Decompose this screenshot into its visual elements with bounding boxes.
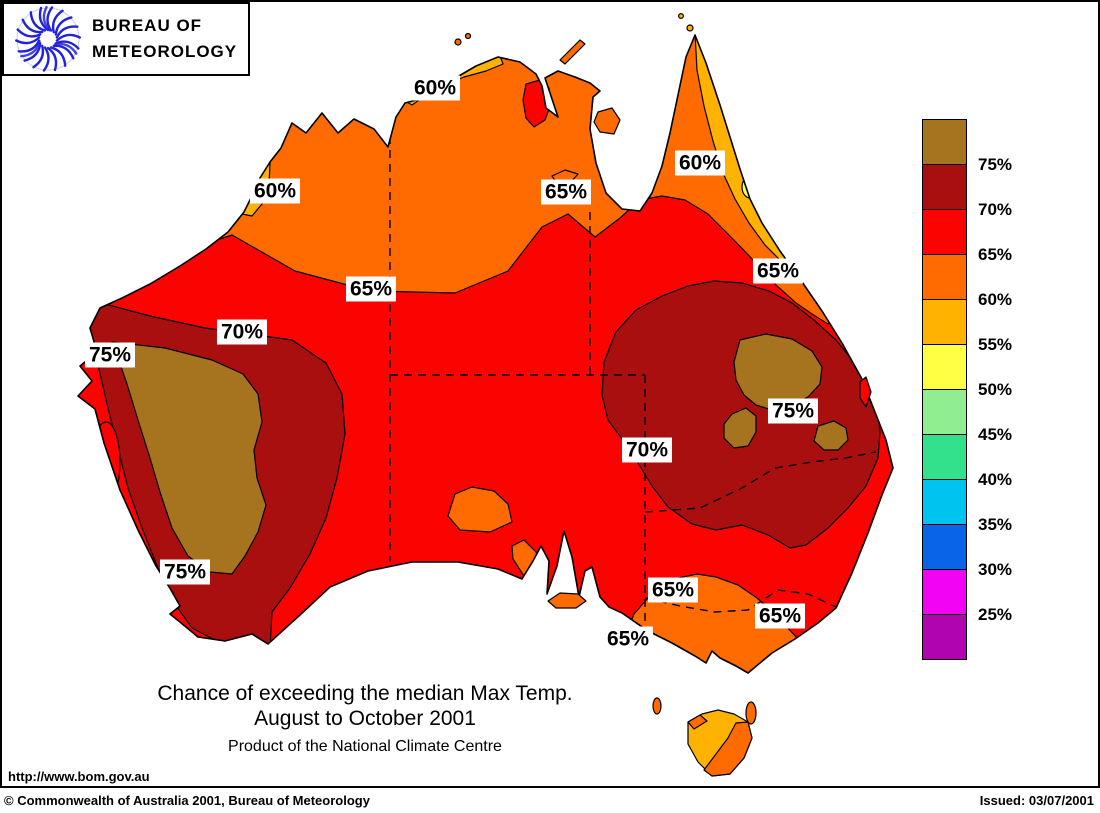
legend-label-30: 30% <box>978 560 1013 579</box>
region-east-75-lobe <box>723 407 757 449</box>
map-label-8: 75% <box>767 398 819 424</box>
legend-label-60: 60% <box>978 290 1013 309</box>
islands <box>454 13 872 777</box>
legend-swatch-ltgreen <box>922 389 967 435</box>
legend-swatch-magenta <box>922 569 967 615</box>
legend-swatch-amber <box>922 299 967 345</box>
map-subtitle-period: August to October 2001 <box>254 707 476 730</box>
legend-label-55: 55% <box>978 335 1013 354</box>
legend-label-50: 50% <box>978 380 1013 399</box>
region-cairns-50 <box>741 175 759 199</box>
map-label-5: 65% <box>345 276 397 302</box>
region-geraldton-red-notch <box>91 421 121 503</box>
legend-label-25: 25% <box>978 605 1013 624</box>
map-product-credit: Product of the National Climate Centre <box>228 738 502 755</box>
torres-islet-2 <box>677 13 684 20</box>
legend-swatch-darkred <box>922 164 967 210</box>
legend-label-65: 65% <box>978 245 1013 264</box>
legend-label-75: 75% <box>978 155 1013 174</box>
map-label-1: 60% <box>249 178 301 204</box>
legend-swatch-purple <box>922 614 967 660</box>
title-block: Chance of exceeding the median Max Temp.… <box>115 681 615 756</box>
legend-label-35: 35% <box>978 515 1013 534</box>
map-label-0: 60% <box>409 75 461 101</box>
map-title: Chance of exceeding the median Max Temp. <box>157 682 573 705</box>
groote-eylandt <box>593 107 621 135</box>
map-label-7: 75% <box>84 342 136 368</box>
issued-date: Issued: 03/07/2001 <box>979 793 1094 808</box>
logo-line-1: BUREAU OF <box>92 16 203 35</box>
tasmania-east-60 <box>703 721 753 777</box>
legend-swatch-red <box>922 209 967 255</box>
region-east-75-small <box>813 420 849 451</box>
footer-bar: © Commonwealth of Australia 2001, Bureau… <box>0 788 1100 813</box>
legend-swatch-orange <box>922 254 967 300</box>
logo-line-2: METEOROLOGY <box>92 42 238 61</box>
tasmania-nw-tip-60 <box>687 714 708 730</box>
legend-swatch-green <box>922 434 967 480</box>
kangaroo-island <box>547 592 587 609</box>
legend-swatch-yellow <box>922 344 967 390</box>
region-swwa-75 <box>111 341 267 575</box>
copyright-text: © Commonwealth of Australia 2001, Bureau… <box>4 793 370 808</box>
torres-islet-1 <box>686 24 694 32</box>
bom-logo-text: BUREAU OF METEOROLOGY <box>92 13 237 65</box>
legend-swatch-blue <box>922 524 967 570</box>
bom-url: http://www.bom.gov.au <box>8 769 150 784</box>
legend-label-70: 70% <box>978 200 1013 219</box>
king-island <box>652 697 662 715</box>
map-label-12: 65% <box>754 603 806 629</box>
legend-swatch-cyan <box>922 479 967 525</box>
map-label-3: 60% <box>674 150 726 176</box>
map-label-13: 65% <box>602 626 654 652</box>
legend-label-45: 45% <box>978 425 1013 444</box>
map-label-4: 65% <box>752 258 804 284</box>
tiwi-islet-2 <box>464 32 472 40</box>
tiwi-islet-1 <box>454 38 462 46</box>
legend-label-40: 40% <box>978 470 1013 489</box>
map-label-11: 65% <box>647 577 699 603</box>
region-bight-coast-60 <box>447 486 513 533</box>
state-borders <box>389 108 877 626</box>
wessel-islands <box>559 39 586 65</box>
map-label-10: 75% <box>159 559 211 585</box>
map-label-9: 70% <box>621 437 673 463</box>
bom-logo-box: BUREAU OF METEOROLOGY <box>2 2 250 76</box>
legend-swatch-brown <box>922 119 967 165</box>
map-label-2: 65% <box>540 179 592 205</box>
flinders-island <box>745 701 757 725</box>
map-label-6: 70% <box>216 319 268 345</box>
fraser-island <box>859 376 872 408</box>
bom-spiral-logo-icon <box>14 6 82 72</box>
